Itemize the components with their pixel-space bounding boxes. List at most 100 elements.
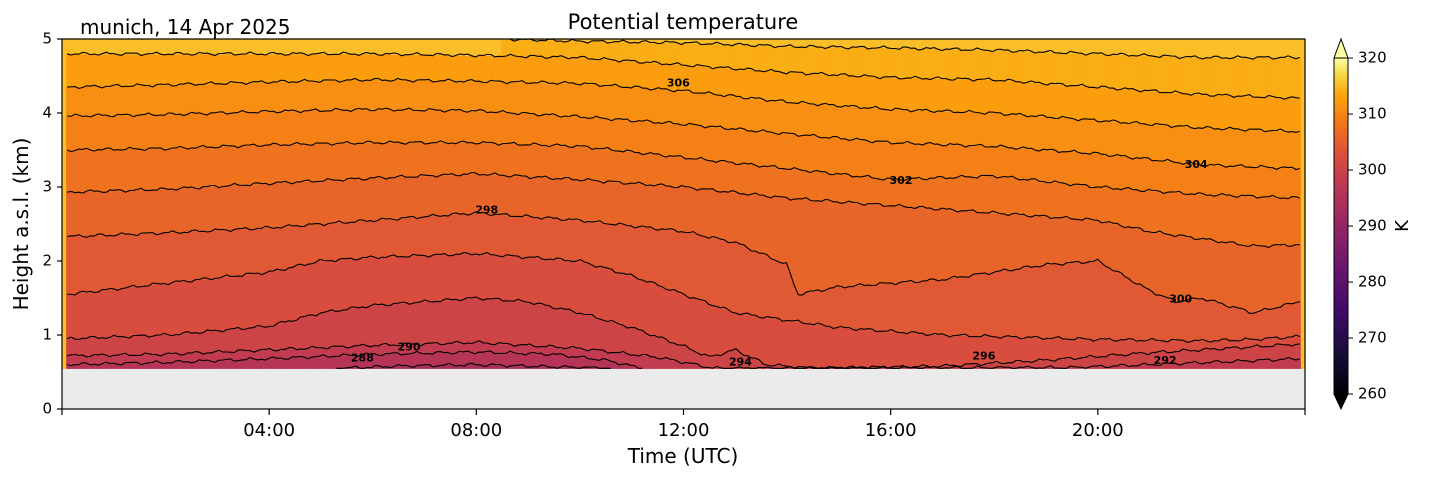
field-cell	[762, 166, 767, 197]
field-cell	[298, 181, 303, 227]
field-cell	[1126, 39, 1132, 56]
field-cell	[1180, 93, 1186, 128]
field-cell	[575, 220, 581, 262]
field-cell	[339, 53, 345, 81]
field-cell	[654, 284, 660, 338]
field-cell	[248, 327, 254, 352]
field-cell	[944, 144, 950, 179]
field-cell	[356, 221, 361, 259]
field-cell	[596, 84, 602, 119]
field-cell	[269, 325, 274, 351]
field-cell	[472, 298, 477, 344]
field-cell	[588, 39, 593, 42]
field-cell	[683, 65, 689, 92]
field-cell	[952, 144, 958, 178]
field-cell	[550, 366, 556, 369]
field-cell	[265, 111, 270, 146]
field-cell	[857, 39, 863, 49]
field-cell	[260, 53, 266, 83]
field-cell	[484, 111, 490, 144]
field-cell	[1060, 263, 1066, 340]
field-cell	[198, 361, 204, 369]
field-cell	[886, 109, 892, 144]
field-cell	[608, 41, 614, 61]
field-cell	[405, 302, 411, 345]
field-cell	[480, 342, 486, 353]
field-cell	[484, 55, 490, 82]
field-cell	[1035, 149, 1041, 182]
field-cell	[211, 113, 216, 148]
field-cell	[741, 246, 747, 315]
field-cell	[360, 109, 366, 144]
field-cell	[240, 112, 245, 147]
field-cell	[430, 352, 436, 367]
field-cell	[1019, 337, 1024, 363]
field-cell	[240, 359, 245, 369]
field-cell	[111, 86, 117, 116]
field-cell	[969, 176, 975, 212]
field-cell	[294, 225, 299, 267]
field-cell	[244, 328, 250, 352]
field-cell	[1060, 39, 1066, 54]
field-cell	[621, 224, 627, 275]
field-cell	[1089, 39, 1095, 55]
field-cell	[1280, 245, 1285, 307]
field-cell	[1222, 195, 1227, 243]
field-cell	[178, 361, 183, 369]
field-cell	[555, 145, 560, 179]
field-cell	[741, 97, 747, 131]
field-cell	[476, 342, 482, 353]
field-cell	[443, 343, 448, 354]
field-cell	[1246, 39, 1252, 59]
field-cell	[277, 269, 283, 325]
field-cell	[517, 301, 523, 346]
field-cell	[534, 39, 540, 58]
field-cell	[1234, 195, 1240, 245]
field-cell	[658, 228, 664, 287]
field-cell	[273, 144, 279, 184]
field-cell	[182, 361, 187, 369]
field-cell	[385, 219, 390, 258]
field-cell	[339, 222, 345, 261]
field-cell	[795, 134, 801, 171]
field-cell	[236, 351, 241, 361]
field-cell	[874, 108, 879, 142]
field-cell	[227, 229, 233, 277]
field-cell	[194, 113, 200, 149]
field-cell	[1130, 227, 1136, 282]
field-cell	[567, 260, 573, 312]
field-cell	[1101, 264, 1107, 341]
colorbar-tick-label: 290	[1358, 217, 1387, 235]
field-cell	[596, 359, 602, 369]
field-cell	[550, 354, 556, 368]
field-cell	[642, 227, 647, 281]
field-cell	[1126, 354, 1132, 366]
field-cell	[103, 53, 109, 87]
field-cell	[1193, 164, 1198, 195]
field-cell	[571, 41, 577, 58]
field-cell	[310, 110, 316, 145]
field-cell	[836, 201, 842, 288]
field-cell	[1267, 167, 1273, 198]
field-cell	[1201, 349, 1207, 364]
field-cell	[903, 282, 908, 333]
field-cell	[1280, 345, 1285, 360]
field-cell	[965, 145, 970, 178]
field-cell	[389, 353, 395, 367]
field-cell	[571, 57, 577, 84]
field-cell	[737, 351, 743, 369]
field-cell	[281, 39, 287, 55]
field-cell	[447, 352, 453, 366]
field-cell	[302, 348, 308, 358]
field-cell	[646, 88, 651, 123]
field-cell	[1251, 346, 1256, 362]
field-cell	[107, 190, 113, 236]
field-cell	[687, 348, 693, 365]
field-cell	[1002, 213, 1008, 272]
field-cell	[584, 349, 589, 359]
field-cell	[1135, 89, 1140, 124]
field-cell	[915, 366, 921, 369]
field-cell	[915, 110, 921, 145]
field-cell	[227, 329, 233, 353]
